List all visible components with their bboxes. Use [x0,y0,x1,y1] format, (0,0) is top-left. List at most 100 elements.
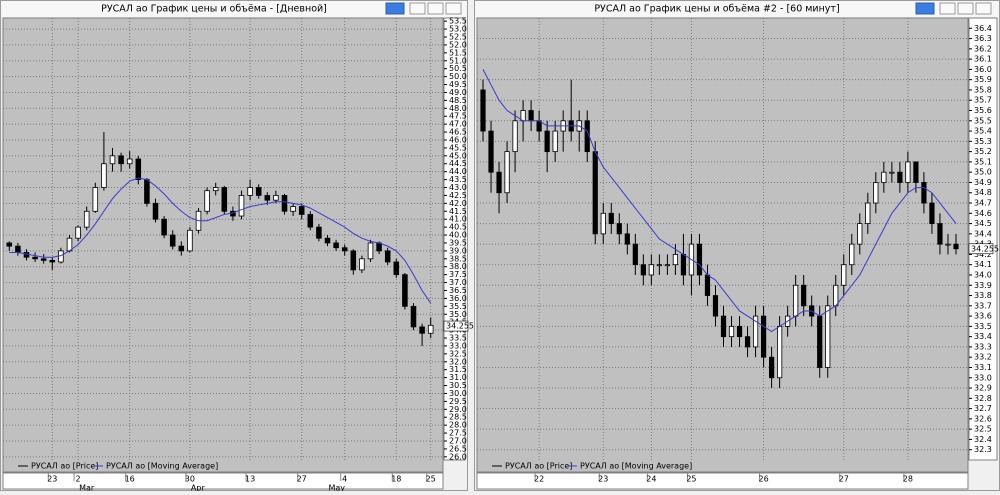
candle-body [169,234,176,247]
y-tick-label: 43.5 [449,175,467,184]
candle-body [953,243,959,250]
y-tick-label: 51.0 [449,56,467,65]
candle-body [648,264,654,276]
y-tick-label: 45.0 [449,151,467,160]
pin-button[interactable] [915,2,935,15]
candle-body [238,195,245,217]
x-tick-label: 27 [839,475,849,484]
y-tick-label: 35.1 [974,157,992,166]
candle-body [849,243,855,266]
candle-body [664,264,670,267]
y-tick-label: 37.5 [449,270,467,279]
y-tick-label: 33.6 [974,312,992,321]
candle-body [913,161,919,183]
y-tick-label: 29.5 [449,397,467,406]
candle-body [512,120,518,153]
candle-body [161,218,167,236]
x-tick-label: 16 [125,475,135,484]
y-tick-label: 30.5 [449,381,467,390]
y-tick-label: 31.0 [449,373,467,382]
candle-body [333,242,339,249]
candle-body [32,256,38,260]
candle-body [632,243,638,266]
y-tick-label: 35.4 [974,127,992,136]
y-tick-label: 33.7 [974,301,992,310]
y-tick-label: 52.5 [449,33,467,42]
y-tick-label: 33.5 [449,334,467,343]
y-tick-label: 33.1 [974,363,992,372]
x-tick-label: 30 [185,475,195,484]
y-tick-label: 50.5 [449,64,467,73]
window-title: РУСАЛ ао График цены и объёма #2 - [60 м… [594,4,839,15]
candle-body [929,202,935,224]
candle-body [921,182,927,204]
maximize-button[interactable] [957,2,974,15]
y-tick-label: 43.0 [449,183,467,192]
candle-body [367,242,374,260]
y-tick-label: 33.9 [974,281,992,290]
legend-label: РУСАЛ ао [Moving Average] [106,462,218,471]
title-bar [1,1,467,17]
candle-body [324,237,331,244]
candle-body [640,264,646,276]
y-tick-label: 27.0 [449,436,467,445]
candle-body [696,243,703,276]
y-tick-label: 42.0 [449,199,467,208]
y-tick-label: 35.2 [974,147,992,156]
y-tick-label: 35.5 [974,116,992,125]
candle-body [66,237,73,252]
candle-body [873,182,879,204]
candle-body [777,325,783,379]
candle-body [281,195,288,212]
y-tick-label: 34.5 [974,219,992,228]
candle-body [897,171,903,183]
y-tick-label: 36.4 [974,24,992,33]
y-tick-label: 36.0 [974,65,992,74]
candle-body [712,295,719,317]
candle-body [135,158,142,180]
last-price-box [968,243,994,255]
candle-body [341,247,348,252]
minimize-button[interactable] [409,2,426,15]
candle-body [704,274,711,296]
candle-body [83,210,90,228]
x-tick-label: 13 [245,475,255,484]
x-tick-label: 18 [391,475,401,484]
candle-body [616,223,622,235]
y-tick-label: 40.5 [449,223,467,232]
y-tick-label: 32.7 [974,404,992,413]
candle-body [187,229,193,252]
x-tick-label: 23 [598,475,608,484]
candle-body [384,250,391,263]
candle-body [49,259,56,263]
x-tick-label: 25 [426,475,436,484]
x-tick-label: 2 [76,475,81,484]
candle-body [496,171,502,194]
y-tick-label: 40.0 [449,231,467,240]
y-tick-label: 29.0 [449,405,467,414]
candle-body [528,110,534,122]
y-tick-label: 41.5 [449,207,467,216]
moving-average-line [9,177,432,304]
candle-body [544,130,550,153]
y-tick-label: 26.5 [449,444,467,453]
y-tick-label: 36.3 [974,34,992,43]
y-tick-label: 50.0 [449,72,467,81]
x-tick-label: 28 [903,475,913,484]
maximize-button[interactable] [427,2,444,15]
x-tick-label: 22 [534,475,544,484]
y-tick-label: 32.8 [974,394,992,403]
close-button[interactable] [975,2,992,15]
candle-body [857,223,863,245]
minimize-button[interactable] [939,2,956,15]
candle-body [221,187,228,212]
pin-button[interactable] [385,2,405,15]
month-label: Mar [79,484,95,492]
close-button[interactable] [445,2,462,15]
candle-body [600,212,606,235]
candle-body [40,258,47,261]
candle-body [817,315,823,368]
y-tick-label: 31.5 [449,365,467,374]
candle-body [752,315,759,348]
plot-area [476,17,969,473]
